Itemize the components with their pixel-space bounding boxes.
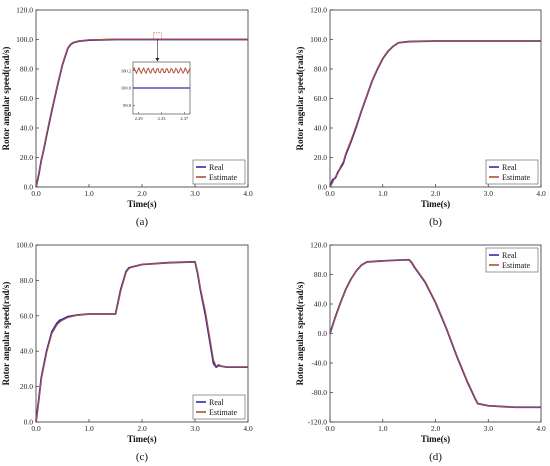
x-tick-label: 1.0 xyxy=(84,424,94,433)
y-tick-label: 120.0 xyxy=(310,6,327,15)
chart-panel-3: 0.0 1.0 2.0 3.0 4.0 0.0 20.0 40.0 60.0 80.0 100.0 T… xyxy=(1,241,253,464)
y-tick-label: 60.0 xyxy=(20,311,33,320)
x-tick-label: 4.0 xyxy=(536,424,546,433)
x-tick-label: 4.0 xyxy=(243,189,253,198)
x-tick-label: 2.0 xyxy=(137,424,147,433)
y-tick-label: 80.0 xyxy=(20,276,33,285)
y-tick-label: 80.0 xyxy=(20,65,33,74)
series-line-estimate xyxy=(329,259,541,408)
y-tick-label: 80.0 xyxy=(314,65,327,74)
y-tick-label: 40.0 xyxy=(20,347,33,356)
legend-label-estimate: Estimate xyxy=(209,173,237,182)
inset-y-tick-label: 99.8 xyxy=(123,103,132,108)
y-tick-label: 20.0 xyxy=(20,382,33,391)
y-tick-label: 0.0 xyxy=(24,183,34,192)
y-tick-label: 100.0 xyxy=(310,35,327,44)
y-tick-label: 0.0 xyxy=(318,329,328,338)
y-tick-label: 60.0 xyxy=(314,94,327,103)
legend-box xyxy=(485,247,539,273)
chart-panel-4: 0.0 1.0 2.0 3.0 4.0 -120.0 -80.0 -40.0 0.0 40.0 80… xyxy=(295,241,546,464)
x-tick-label: 0.0 xyxy=(325,424,335,433)
legend-box xyxy=(192,159,246,185)
chart-panel-1: 0.0 1.0 2.0 3.0 4.0 0.0 20.0 40.0 60.0 80.0 100.0 1… xyxy=(1,6,253,229)
legend-label-estimate: Estimate xyxy=(502,261,530,270)
x-tick-label: 0.0 xyxy=(31,189,41,198)
inset-y-tick-label: 100.2 xyxy=(121,68,131,73)
panel-label: (a) xyxy=(136,216,149,228)
x-tick-label: 1.0 xyxy=(378,189,388,198)
legend-box xyxy=(485,159,539,185)
legend-label-estimate: Estimate xyxy=(502,173,530,182)
legend-label-real: Real xyxy=(209,163,224,172)
y-tick-label: 120.0 xyxy=(310,241,327,250)
x-tick-label: 4.0 xyxy=(243,424,253,433)
x-tick-label: 2.0 xyxy=(137,189,147,198)
x-tick-label: 1.0 xyxy=(378,424,388,433)
inset-x-tick-label: 2.37 xyxy=(180,116,189,121)
legend-label-real: Real xyxy=(502,163,517,172)
x-tick-label: 3.0 xyxy=(190,189,200,198)
y-tick-label: 0.0 xyxy=(318,183,328,192)
y-tick-label: 40.0 xyxy=(314,124,327,133)
y-tick-label: 40.0 xyxy=(314,300,327,309)
legend-label-estimate: Estimate xyxy=(209,408,237,417)
x-tick-label: 1.0 xyxy=(84,189,94,198)
y-tick-label: 0.0 xyxy=(24,418,34,427)
series-line-estimate xyxy=(35,261,248,423)
y-axis-label: Rotor angular speed(rad/s) xyxy=(295,47,305,151)
y-tick-label: 60.0 xyxy=(20,94,33,103)
zoom-marker xyxy=(153,32,162,40)
x-tick-label: 0.0 xyxy=(31,424,41,433)
y-axis-label: Rotor angular speed(rad/s) xyxy=(295,282,305,386)
x-tick-label: 3.0 xyxy=(484,189,494,198)
y-tick-label: 80.0 xyxy=(314,270,327,279)
y-tick-label: 120.0 xyxy=(16,6,33,15)
legend-box xyxy=(192,394,246,420)
x-tick-label: 3.0 xyxy=(484,424,494,433)
y-tick-label: 100.0 xyxy=(16,241,33,250)
x-tick-label: 2.0 xyxy=(431,424,441,433)
x-axis-label: Time(s) xyxy=(127,199,156,209)
inset-series-line-estimate xyxy=(132,66,191,75)
x-tick-label: 2.0 xyxy=(431,189,441,198)
y-tick-label: 100.0 xyxy=(16,35,33,44)
y-axis-label: Rotor angular speed(rad/s) xyxy=(1,47,11,151)
inset-x-tick-label: 2.33 xyxy=(158,116,167,121)
inset-y-tick-label: 100.0 xyxy=(121,86,132,91)
x-tick-label: 0.0 xyxy=(325,189,335,198)
x-axis-label: Time(s) xyxy=(421,199,450,209)
panel-label: (d) xyxy=(429,451,442,463)
inset-x-tick-label: 2.29 xyxy=(135,116,144,121)
series-line-estimate xyxy=(35,38,248,188)
series-line-estimate xyxy=(329,40,541,188)
chart-panel-2: 0.0 1.0 2.0 3.0 4.0 0.0 20.0 40.0 60.0 80.0 100.0 1… xyxy=(295,6,546,229)
y-axis-label: Rotor angular speed(rad/s) xyxy=(1,282,11,386)
y-tick-label: 20.0 xyxy=(314,153,327,162)
y-tick-label: 40.0 xyxy=(20,124,33,133)
x-axis-label: Time(s) xyxy=(421,434,450,444)
y-tick-label: 20.0 xyxy=(20,153,33,162)
legend-label-real: Real xyxy=(502,251,517,260)
panel-label: (c) xyxy=(136,451,149,463)
zoom-arrow-icon xyxy=(155,58,160,62)
legend-label-real: Real xyxy=(209,398,224,407)
x-tick-label: 3.0 xyxy=(190,424,200,433)
y-tick-label: -80.0 xyxy=(311,388,327,397)
y-tick-label: -120.0 xyxy=(308,418,328,427)
y-tick-label: -40.0 xyxy=(311,359,327,368)
x-axis-label: Time(s) xyxy=(127,434,156,444)
panel-label: (b) xyxy=(429,216,442,228)
x-tick-label: 4.0 xyxy=(536,189,546,198)
series-line-real xyxy=(329,258,541,409)
